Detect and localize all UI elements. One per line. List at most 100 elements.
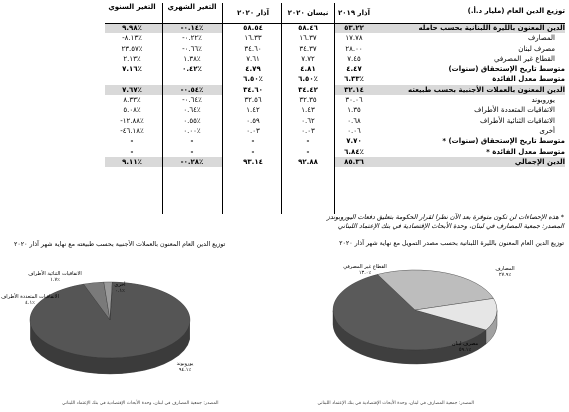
table-row: الاتفاقيات الثنائية الأطراف ٠.٦٨ ٠.٦٢ ٠.٥٩ ٠… (105, 116, 565, 126)
row-shade (334, 156, 565, 168)
cell-a2020: ٠.٠٣ (246, 126, 260, 135)
pie-fx-chart: يوروبوند ٩٤.١٪ الاتفاقيات المتعددة الأطراف… (1, 270, 194, 375)
cell-label: المصارف (528, 34, 555, 43)
table-row: أخرى ٠.٠٦ ٠.٠٣ ٠.٠٣ ٠.٠٠٪ -٤٦.١٨٪ (105, 126, 565, 136)
cell-label: الدين المعنون بالليرة اللبنانية بحسب حام… (418, 24, 565, 32)
cell-q2019: ٢٨.٠٠ (345, 44, 363, 53)
pie-lbp-source: المصدر: جمعية المصارف في لبنان، وحدة الأ… (317, 401, 474, 406)
cell-label: الدين المعنون بالعملات الأجنبية بحسب طبي… (408, 85, 565, 94)
header-rule (105, 23, 565, 24)
header-april-2020: نيسان ٢٠٢٠ (287, 9, 329, 17)
cell-yoy: ٨.٣٣٪ (123, 96, 141, 105)
cell-q2019: ٨٥.٣٦ (344, 157, 364, 166)
table-row: متوسط تاريخ الإستحقاق (سنوات) * ٧.٧٠ - - - - (105, 136, 565, 146)
cell-label: متوسط تاريخ الإستحقاق (سنوات) * (442, 137, 565, 146)
cell-n2020: ٥٨.٤٦ (298, 24, 318, 32)
cell-n2020: ٤.٨١ (300, 65, 316, 74)
cell-q2019: ٣٠.٠٦ (345, 96, 363, 105)
cell-n2020: ٦.٥٠٪ (298, 75, 318, 84)
header-march-2020: آذار ٢٠٢٠ (237, 9, 269, 17)
cell-label: أخرى (539, 126, 555, 135)
cell-mom: -٠.٢٢٪ (182, 34, 202, 43)
cell-label: الاتفاقيات المتعددة الأطراف (474, 106, 555, 115)
cell-n2020: ١٦.٣٧ (299, 34, 317, 43)
cell-yoy: -١٢.٨٨٪ (120, 116, 144, 125)
cell-mom: - (190, 137, 194, 146)
cell-yoy: -٤٦.١٨٪ (120, 126, 144, 135)
cell-q2019: ٧.٧٠ (346, 137, 362, 146)
table-row: متوسط معدل الفائدة ٦.٣٣٪ ٦.٥٠٪ ٦.٥٠٪ (105, 74, 565, 84)
row-shade (105, 156, 222, 168)
cell-a2020: - (251, 147, 255, 156)
cell-q2019: ٥٣.٢٢ (344, 24, 364, 32)
cell-mom: -٠.٥٤٪ (180, 85, 204, 94)
cell-label: يوروبوند (531, 96, 555, 105)
table-row: المصارف ١٧.٧٨ ١٦.٣٧ ١٦.٣٣ -٠.٢٢٪ -٨.١٣٪ (105, 33, 565, 43)
cell-q2019: ٤.٤٧ (346, 65, 362, 74)
table-row: مصرف لبنان ٢٨.٠٠ ٣٤.٣٧ ٣٤.٦٠ -٠.٦٦٪ ٢٣.٥٧٪ (105, 44, 565, 54)
header-monthly-change: التغير الشهري (167, 3, 217, 11)
pie-fx-slice-label: يوروبوند ٩٤.١٪ (177, 361, 194, 373)
cell-yoy: -٨.١٣٪ (122, 34, 142, 43)
pie-lbp-chart: مصرف لبنان ٥٩.١٪ المصارف ٢٧.٩٪ القطاع غير ال… (332, 264, 515, 365)
cell-n2020: - (306, 147, 310, 156)
pie-fx-slice-label: الاتفاقيات المتعددة الأطراف ٤.١٪ (1, 293, 59, 306)
cell-q2019: ٦.٣٣٪ (344, 75, 364, 84)
cell-label: متوسط تاريخ الإستحقاق (سنوات) (448, 65, 565, 74)
cell-mom: ٠.٤٢٪ (182, 65, 202, 74)
cell-mom: -٠.٢٨٪ (180, 157, 204, 166)
cell-n2020: ٣٢.٣٥ (299, 96, 317, 105)
cell-label: الاتفاقيات الثنائية الأطراف (479, 116, 555, 125)
header-label: توزيع الدين العام (مليار د.أ.) (467, 7, 565, 15)
column-divider (162, 3, 163, 214)
cell-label: الدين الإجمالي (514, 157, 565, 166)
debt-table: توزيع الدين العام (مليار د.أ.) آذار ٢٠١٩… (105, 3, 565, 214)
row-shade (334, 84, 565, 96)
table-row: القطاع غير المصرفي ٧.٤٥ ٧.٧٢ ٧.٦١ ١.٣٨٪ ٢.١٣٪ (105, 54, 565, 64)
table-row: الدين المعنون بالعملات الأجنبية بحسب طبي… (105, 84, 565, 96)
pie-fx-slice-label: الاتفاقيات الثنائية الأطراف ١.٧٪ (28, 270, 82, 283)
cell-a2020: ٠.٥٩ (246, 116, 260, 125)
cell-a2020: ٧.٦١ (246, 54, 260, 63)
cell-a2020: ١.٤٢ (246, 106, 260, 115)
cell-mom: - (190, 147, 194, 156)
cell-label: القطاع غير المصرفي (494, 54, 555, 63)
cell-yoy: ٩.١١٪ (122, 157, 142, 166)
cell-yoy: ٧.١٦٪ (122, 65, 142, 74)
cell-n2020: ٩٢.٨٨ (298, 157, 318, 166)
cell-q2019: ٧.٤٥ (347, 54, 361, 63)
cell-a2020: ١٦.٣٣ (244, 34, 262, 43)
cell-q2019: ٣٢.١٤ (344, 85, 364, 94)
cell-a2020: - (251, 137, 255, 146)
cell-n2020: ٣٤.٤٢ (298, 85, 318, 94)
cell-label: مصرف لبنان (518, 44, 555, 53)
cell-mom: -٠.١٤٪ (180, 24, 204, 32)
note-eurobond: * هذه الإحصاءات لن تكون متوفرة بعد الآن … (326, 213, 564, 221)
cell-q2019: ١٧.٧٨ (345, 34, 363, 43)
cell-yoy: ٩.٩٨٪ (122, 24, 142, 32)
pie-fx-slice-label: أخرى ٠.١٪ (114, 281, 126, 294)
cell-q2019: ٠.٠٦ (347, 126, 361, 135)
pie-lbp-slice-label: مصرف لبنان ٥٩.١٪ (452, 341, 479, 353)
cell-yoy: ٢.١٣٪ (123, 54, 141, 63)
table-row: متوسط معدل الفائدة * ٦.٨٤٪ - - - - (105, 147, 565, 157)
row-shade (105, 84, 222, 96)
cell-yoy: ٢٣.٥٧٪ (121, 44, 143, 53)
cell-mom: -٠.٦٤٪ (182, 96, 202, 105)
pie-lbp-slice (377, 269, 494, 311)
pie-fx-source: المصدر: جمعية المصارف في لبنان، وحدة الأ… (62, 401, 219, 406)
cell-q2019: ٦.٨٤٪ (344, 147, 364, 156)
cell-n2020: ٣٤.٣٧ (299, 44, 317, 53)
cell-n2020: ٧.٧٢ (301, 54, 315, 63)
cell-yoy: - (130, 137, 134, 146)
header-march-2019: آذار ٢٠١٩ (338, 9, 370, 17)
pie-lbp-slice (414, 298, 498, 331)
column-divider (334, 3, 335, 214)
table-row: الاتفاقيات المتعددة الأطراف ١.٣٥ ١.٤٣ ١.٤٢ ٠… (105, 105, 565, 115)
cell-a2020: ٦.٥٠٪ (243, 75, 263, 84)
cell-label: متوسط معدل الفائدة * (486, 147, 565, 156)
table-notes: * هذه الإحصاءات لن تكون متوفرة بعد الآن … (104, 213, 564, 231)
cell-yoy: - (130, 147, 134, 156)
cell-q2019: ٠.٦٨ (347, 116, 361, 125)
pie-lbp-slice-label: المصارف ٢٧.٩٪ (495, 266, 514, 278)
